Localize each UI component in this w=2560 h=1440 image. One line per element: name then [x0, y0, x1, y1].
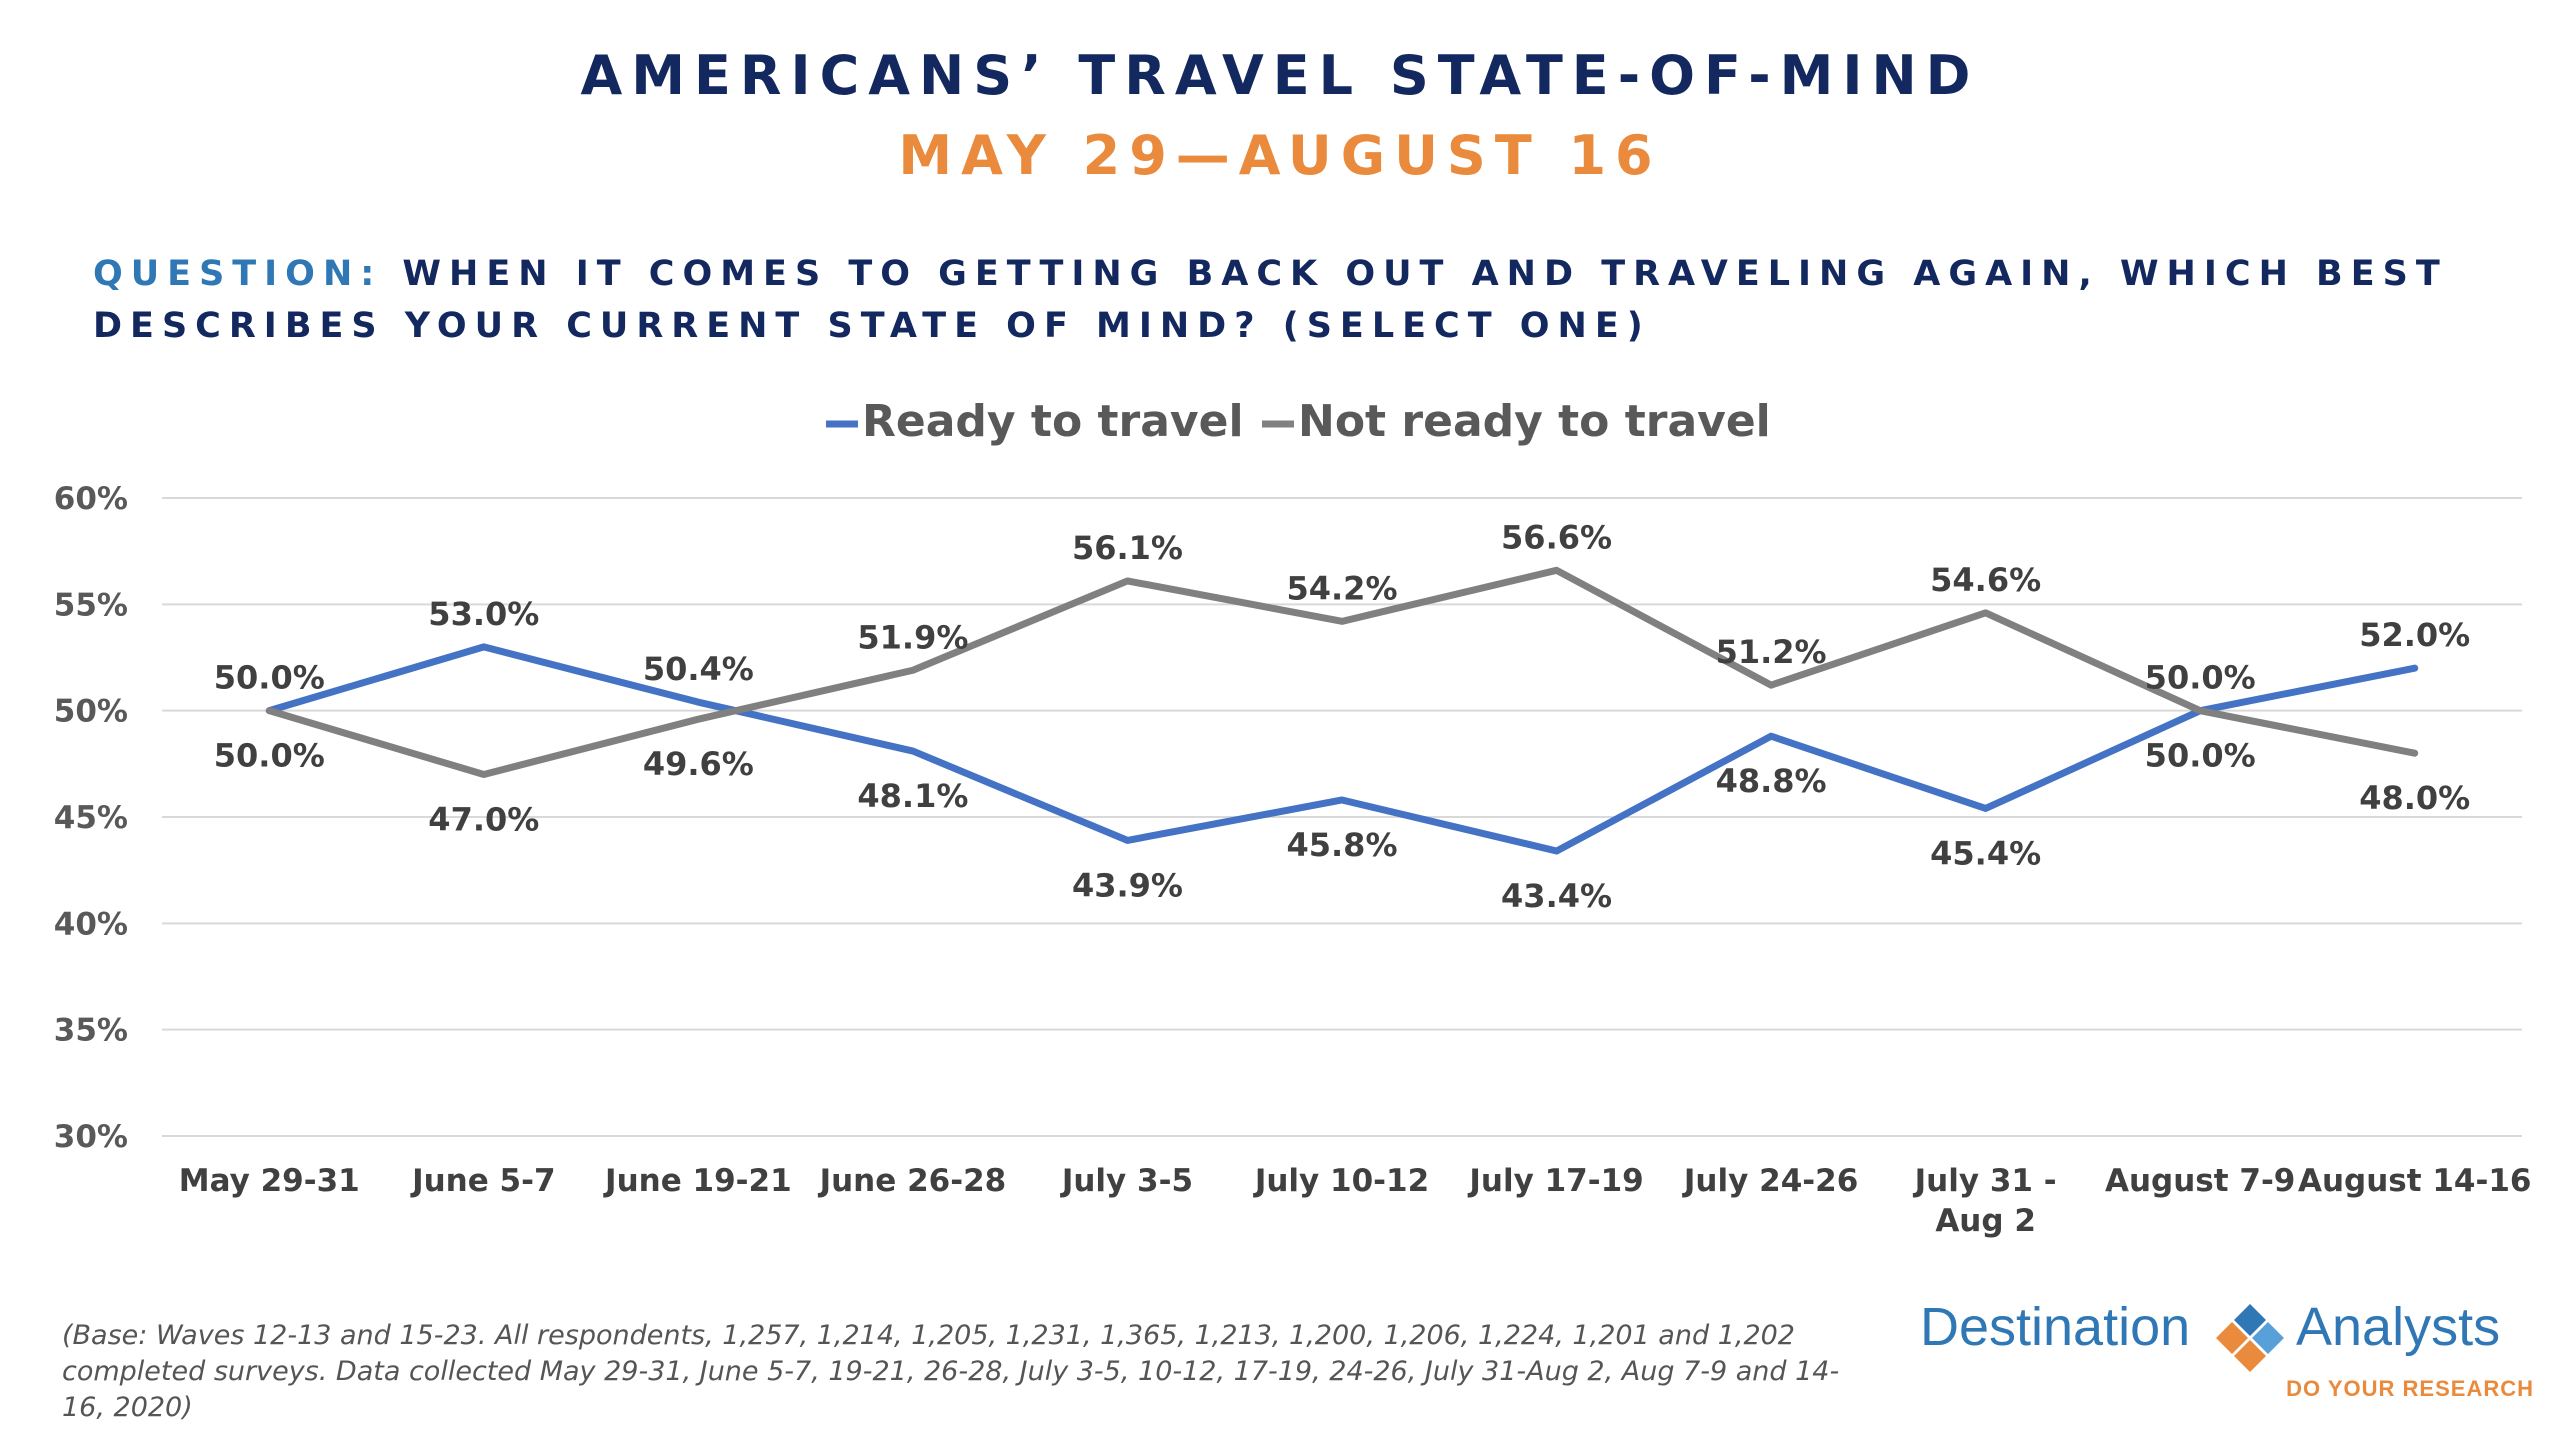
- data-label: 50.4%: [643, 650, 754, 688]
- series-line: [265, 566, 2419, 778]
- question-label: QUESTION:: [93, 254, 383, 294]
- logo-word-analysts: Analysts: [2296, 1297, 2501, 1357]
- data-label: 45.8%: [1286, 826, 1397, 864]
- data-label: 50.0%: [214, 737, 325, 775]
- x-tick-label: July 10-12: [1253, 1163, 1429, 1199]
- data-label: 56.1%: [1072, 529, 1183, 567]
- y-tick-label: 60%: [54, 481, 128, 517]
- x-tick-label: June 26-28: [818, 1163, 1007, 1199]
- x-tick-label: June 19-21: [603, 1163, 792, 1199]
- line-chart: 30% 35% 40% 45% 50% 55% 60% May 29-31 June 5-7 Ju…: [54, 396, 2532, 1239]
- x-tick-label: June 5-7: [410, 1163, 556, 1199]
- y-tick-label: 40%: [54, 906, 128, 942]
- data-label: 48.1%: [857, 777, 968, 815]
- data-label: 53.0%: [428, 595, 539, 633]
- series-line: [265, 643, 2419, 855]
- chart-subtitle: MAY 29—AUGUST 16: [898, 124, 1662, 187]
- x-tick-label: July 3-5: [1060, 1163, 1193, 1199]
- data-label: 51.2%: [1716, 633, 1827, 671]
- x-tick-label: July 31 -: [1913, 1163, 2057, 1199]
- logo-word-destination: Destination: [1920, 1297, 2191, 1357]
- data-label: 54.2%: [1286, 569, 1397, 607]
- data-label: 49.6%: [643, 745, 754, 783]
- data-label: 54.6%: [1930, 561, 2041, 599]
- x-tick-label: Aug 2: [1935, 1203, 2036, 1239]
- footnote: (Base: Waves 12-13 and 15-23. All respon…: [62, 1320, 1840, 1423]
- y-tick-label: 30%: [54, 1119, 128, 1155]
- data-label: 43.4%: [1501, 877, 1612, 915]
- data-label: 52.0%: [2359, 616, 2470, 654]
- data-label: 50.0%: [2145, 659, 2256, 697]
- x-tick-label: May 29-31: [179, 1163, 360, 1199]
- y-tick-label: 50%: [54, 694, 128, 730]
- y-tick-label: 35%: [54, 1013, 128, 1049]
- logo-tagline: DO YOUR RESEARCH: [2286, 1376, 2534, 1401]
- y-tick-label: 55%: [54, 587, 128, 623]
- destination-analysts-logo: Destination Analysts DO YOUR RESEARCH: [1920, 1296, 2540, 1406]
- x-tick-label: August 7-9: [2105, 1163, 2295, 1199]
- data-label: 51.9%: [857, 618, 968, 656]
- data-label: 47.0%: [428, 800, 539, 838]
- chart-title: AMERICANS’ TRAVEL STATE-OF-MIND: [580, 44, 1980, 107]
- legend-label: Ready to travel: [862, 396, 1244, 447]
- data-label: 56.6%: [1501, 518, 1612, 556]
- diamond-logo-icon: [2216, 1304, 2284, 1372]
- survey-question: QUESTION: WHEN IT COMES TO GETTING BACK …: [93, 248, 2513, 352]
- data-label: 50.0%: [214, 659, 325, 697]
- data-label: 43.9%: [1072, 866, 1183, 904]
- data-label: 45.4%: [1930, 834, 2041, 872]
- legend-label: Not ready to travel: [1298, 396, 1771, 447]
- question-text: WHEN IT COMES TO GETTING BACK OUT AND TR…: [93, 254, 2448, 346]
- data-label: 48.8%: [1716, 762, 1827, 800]
- x-tick-label: July 17-19: [1467, 1163, 1643, 1199]
- data-label: 50.0%: [2145, 737, 2256, 775]
- x-tick-label: July 24-26: [1682, 1163, 1858, 1199]
- x-tick-label: August 14-16: [2298, 1163, 2532, 1199]
- y-tick-label: 45%: [54, 800, 128, 836]
- data-label: 48.0%: [2359, 779, 2470, 817]
